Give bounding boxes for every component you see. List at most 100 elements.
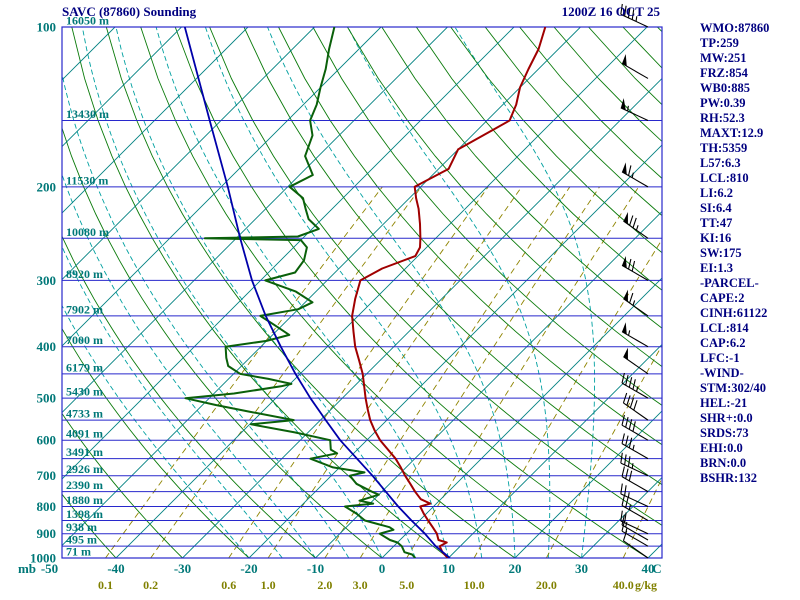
temp-tick-label: -20 [240,561,257,576]
temp-unit-label: C [652,561,661,576]
index-line: BSHR:132 [700,471,757,485]
temp-tick-label: -30 [174,561,191,576]
isotherm-line [315,210,662,558]
datetime-label: 1200Z 16 OCT 25 [561,4,660,19]
temperature-curve [351,27,547,558]
background-grid [62,27,662,558]
pressure-tick-label: 100 [37,20,57,35]
temp-tick-label: -10 [307,561,324,576]
isotherm-line [62,27,448,414]
dewpoint-curve [184,27,417,558]
mixing-ratio-tick-label: 3.0 [353,578,368,592]
height-label: 6179 m [66,360,103,374]
height-label: 16050 m [66,14,109,28]
index-line: CAP:6.2 [700,336,746,350]
wind-barb [621,162,649,188]
wind-barb-column [620,3,649,559]
height-label: 3491 m [66,445,103,459]
index-line: EHI:0.0 [700,441,743,455]
moist-adiabat-line [267,27,516,558]
pressure-tick-label: 700 [37,468,57,483]
moist-adiabat-line [81,27,383,558]
pressure-tick-label: 500 [37,391,57,406]
temp-tick-label: 30 [575,561,588,576]
index-line: MW:251 [700,51,747,65]
index-line: PW:0.39 [700,96,746,110]
mixing-unit-label: g/kg [635,578,657,592]
height-label: 4733 m [66,407,103,421]
isotherm-line [62,27,182,148]
index-line: LCL:814 [700,321,749,335]
index-line: TT:47 [700,216,733,230]
index-line: HEL:-21 [700,396,748,410]
index-line: SW:175 [700,246,742,260]
wind-barb [621,466,649,493]
mixing-ratio-tick-label: 1.0 [261,578,276,592]
temp-tick-label: 0 [379,561,386,576]
height-label: 495 m [66,533,97,547]
wind-barb [621,372,649,399]
index-line: WB0:885 [700,81,750,95]
height-label: 2926 m [66,462,103,476]
temp-tick-label: 20 [509,561,522,576]
height-label: 13430 m [66,107,109,121]
index-line: SRDS:73 [700,426,749,440]
index-line: BRN:0.0 [700,456,747,470]
wind-barb [623,212,649,239]
index-line: KI:16 [700,231,732,245]
wind-barb [621,514,649,541]
plot-border [61,26,663,559]
height-label: 2390 m [66,478,103,492]
isotherm-line [115,27,648,558]
wind-barb [622,392,649,421]
height-label: 4091 m [66,427,103,441]
mixing-ratio-line [150,186,422,558]
height-label: 11530 m [66,173,108,187]
wind-barb [621,414,649,441]
isotherm-line [381,277,662,558]
pressure-tick-label: 300 [37,273,57,288]
mixing-ratio-tick-label: 40.0 [613,578,634,592]
index-line: CINH:61122 [700,306,768,320]
dry-adiabat-line [105,27,516,558]
wind-barb [620,510,649,535]
pressure-tick-label: 600 [37,433,57,448]
mixing-ratio-tick-label: 10.0 [464,578,485,592]
wind-barb [621,495,649,521]
index-line: LCL:810 [700,171,749,185]
temp-tick-label: -40 [107,561,124,576]
height-label: 1880 m [66,493,103,507]
height-label: 5430 m [66,385,103,399]
index-line: RH:52.3 [700,111,745,125]
temp-tick-label: 10 [442,561,455,576]
wind-barb [620,483,649,508]
isotherm-line [248,144,662,558]
isotherm-line [62,27,315,281]
wind-barb [621,322,649,348]
temp-tick-label: 40 [642,561,655,576]
height-label: 7902 m [66,302,103,316]
wind-barb [620,452,649,477]
height-label: 7000 m [66,333,103,347]
mixing-ratio-tick-label: 20.0 [536,578,557,592]
height-label: 938 m [66,520,97,534]
mixing-ratio-line [359,186,600,558]
pressure-tick-label: 400 [37,339,57,354]
isotherm-line [448,343,662,558]
isotherm-line [62,27,581,547]
mixing-ratio-tick-label: 5.0 [399,578,414,592]
wind-barb [620,3,649,28]
height-label: 10080 m [66,225,109,239]
moist-adiabat-line [204,27,483,558]
mixing-ratio-line [324,186,571,558]
wind-barb [621,255,649,281]
isotherm-line [182,77,662,558]
pressure-tick-label: 200 [37,179,57,194]
index-line: WMO:87860 [700,21,770,35]
page-title: SAVC (87860) Sounding [62,4,197,19]
index-line: STM:302/40 [700,381,766,395]
index-line: TH:5359 [700,141,748,155]
pressure-tick-label: 900 [37,526,57,541]
mixing-ratio-tick-label: 2.0 [317,578,332,592]
